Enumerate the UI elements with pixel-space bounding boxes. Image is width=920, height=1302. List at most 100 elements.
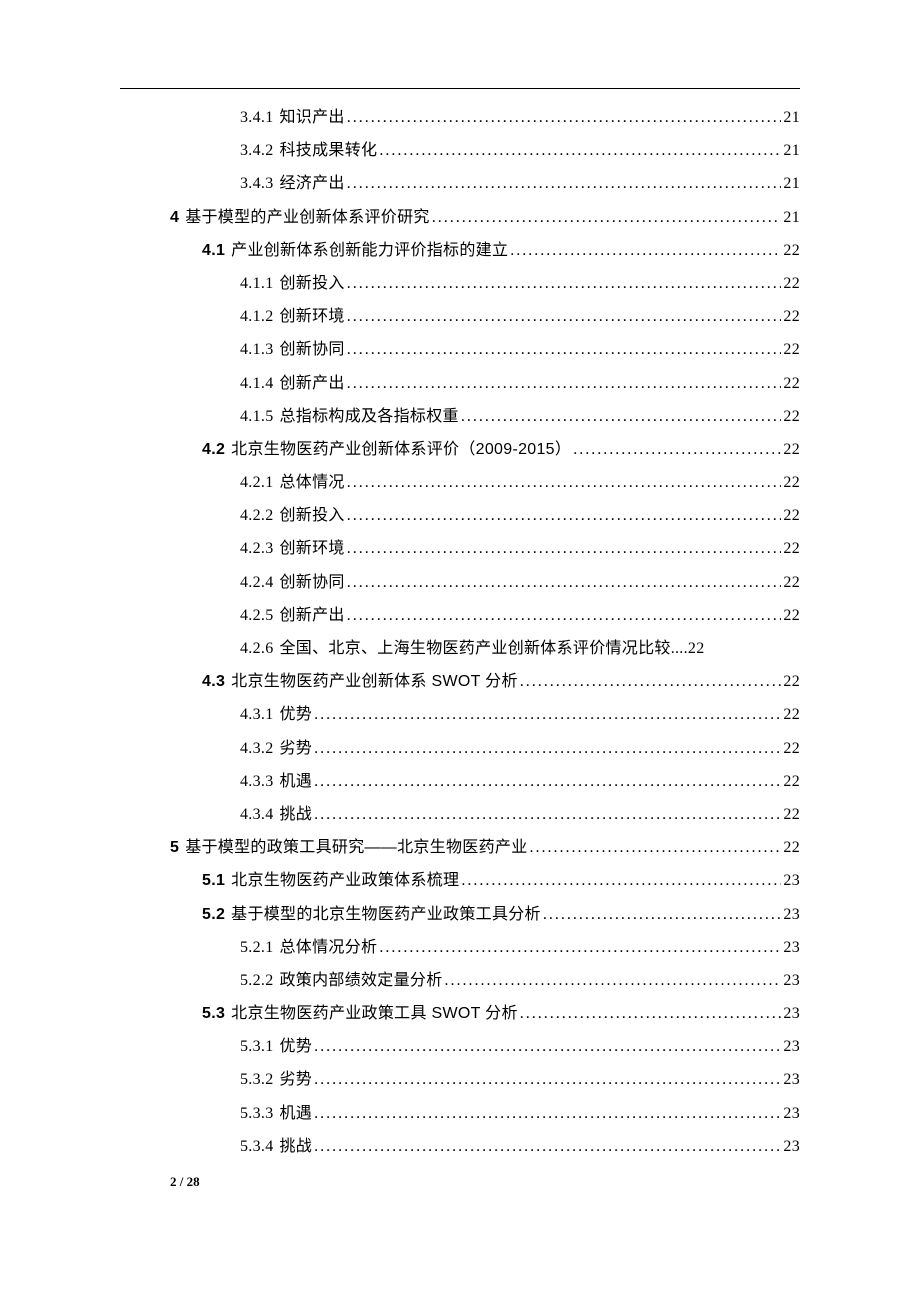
toc-entry[interactable]: 5.3 北京生物医药产业政策工具 SWOT 分析 23 <box>202 1006 800 1022</box>
toc-leader-dots <box>314 1039 781 1055</box>
toc-entry-title: 优势 <box>280 1039 313 1055</box>
toc-entry-title: 基于模型的产业创新体系评价研究 <box>185 210 430 226</box>
toc-leader-dots <box>314 807 781 823</box>
toc-entry-page: 22 <box>783 276 800 292</box>
toc-entry-page: 23 <box>783 1006 800 1022</box>
toc-entry-page: 21 <box>783 176 800 192</box>
toc-entry-title: 政策内部绩效定量分析 <box>280 973 443 989</box>
toc-entry[interactable]: 5.3.3机遇23 <box>240 1106 800 1122</box>
toc-entry-title: 北京生物医药产业创新体系 SWOT 分析 <box>231 674 518 690</box>
toc-entry-number: 3.4.3 <box>240 176 274 192</box>
toc-leader-dots <box>379 940 781 956</box>
toc-entry-number: 5.3 <box>202 1006 225 1022</box>
toc-entry[interactable]: 4.2.3创新环境22 <box>240 541 800 557</box>
toc-entry[interactable]: 4.2.5创新产出22 <box>240 608 800 624</box>
toc-entry[interactable]: 4.2.2 创新投入 22 <box>240 508 800 524</box>
toc-entry-number: 4.1.1 <box>240 276 274 292</box>
toc-entry-number: 4 <box>170 210 179 226</box>
toc-entry[interactable]: 4.2.6全国、北京、上海生物医药产业创新体系评价情况比较....22 <box>240 641 800 657</box>
toc-entry-title: 创新投入 <box>280 276 345 292</box>
toc-leader-dots <box>314 1106 781 1122</box>
toc-entry[interactable]: 4.3.1优势22 <box>240 707 800 723</box>
toc-entry-title: 创新协同 <box>280 342 345 358</box>
toc-entry[interactable]: 4.3北京生物医药产业创新体系 SWOT 分析22 <box>202 674 800 690</box>
toc-entry-page: 23 <box>783 1039 800 1055</box>
toc-entry-page: 22 <box>783 674 800 690</box>
toc-entry[interactable]: 4.1.3创新协同22 <box>240 342 800 358</box>
toc-entry-number: 4.1 <box>202 243 225 259</box>
toc-entry[interactable]: 4.1 产业创新体系创新能力评价指标的建立 22 <box>202 243 800 259</box>
toc-entry-title: 劣势 <box>280 741 313 757</box>
toc-entry[interactable]: 5.3.1 优势 23 <box>240 1039 800 1055</box>
toc-entry-number: 4.3.2 <box>240 741 274 757</box>
toc-entry-page: 22 <box>783 243 800 259</box>
toc-leader-dots <box>347 376 782 392</box>
toc-leader-dots <box>314 741 781 757</box>
toc-leader-dots <box>347 508 782 524</box>
toc-entry-number: 4.1.2 <box>240 309 274 325</box>
toc-leader-dots <box>347 110 782 126</box>
toc-entry[interactable]: 4.1.2创新环境22 <box>240 309 800 325</box>
toc-entry-number: 4.2.2 <box>240 508 274 524</box>
toc-entry[interactable]: 4.2.4创新协同22 <box>240 575 800 591</box>
toc-entry-number: 4.3.4 <box>240 807 274 823</box>
toc-entry-number: 4.1.3 <box>240 342 274 358</box>
toc-entry-page: 22 <box>783 442 800 458</box>
toc-entry-page: 23 <box>783 1106 800 1122</box>
toc-entry-page: 22 <box>783 707 800 723</box>
toc-entry-page: 23 <box>783 907 800 923</box>
toc-entry-title: 挑战 <box>280 807 313 823</box>
toc-entry[interactable]: 5基于模型的政策工具研究——北京生物医药产业22 <box>170 840 800 856</box>
toc-entry-page: 22 <box>783 774 800 790</box>
toc-entry-title: 机遇 <box>280 1106 313 1122</box>
toc-leader-dots <box>314 1072 781 1088</box>
toc-leader-short: .... <box>671 641 688 657</box>
toc-entry-title: 创新投入 <box>280 508 345 524</box>
toc-entry-number: 5.3.2 <box>240 1072 274 1088</box>
toc-entry[interactable]: 4.3.2劣势22 <box>240 741 800 757</box>
toc-entry[interactable]: 4.2北京生物医药产业创新体系评价（2009-2015）22 <box>202 442 800 458</box>
toc-entry-title: 北京生物医药产业创新体系评价（2009-2015） <box>231 442 571 458</box>
toc-entry-number: 3.4.2 <box>240 143 274 159</box>
toc-leader-dots <box>530 840 782 856</box>
toc-leader-dots <box>520 1006 782 1022</box>
toc-entry[interactable]: 4.3.3机遇22 <box>240 774 800 790</box>
toc-entry-title: 创新产出 <box>280 608 345 624</box>
toc-entry[interactable]: 3.4.2 科技成果转化 21 <box>240 143 800 159</box>
toc-entry[interactable]: 5.3.4挑战23 <box>240 1139 800 1155</box>
toc-entry-title: 基于模型的北京生物医药产业政策工具分析 <box>231 907 541 923</box>
toc-entry-page: 23 <box>783 873 800 889</box>
toc-entry-title: 优势 <box>280 707 313 723</box>
toc-leader-dots <box>347 608 782 624</box>
toc-entry-number: 5.3.1 <box>240 1039 274 1055</box>
toc-entry[interactable]: 3.4.3经济产出21 <box>240 176 800 192</box>
toc-entry-page: 22 <box>783 840 800 856</box>
toc-entry-title: 产业创新体系创新能力评价指标的建立 <box>231 243 508 259</box>
toc-entry-page: 22 <box>783 409 800 425</box>
toc-entry[interactable]: 4.3.4挑战22 <box>240 807 800 823</box>
toc-leader-dots <box>510 243 781 259</box>
toc-entry-number: 5.2.1 <box>240 940 274 956</box>
toc-entry-page: 22 <box>783 508 800 524</box>
toc-leader-dots <box>520 674 782 690</box>
toc-entry[interactable]: 4.2.1总体情况22 <box>240 475 800 491</box>
toc-entry-title: 创新产出 <box>280 376 345 392</box>
toc-entry[interactable]: 4.1.1 创新投入 22 <box>240 276 800 292</box>
toc-entry[interactable]: 3.4.1知识产出21 <box>240 110 800 126</box>
toc-entry[interactable]: 4.1.5总指标构成及各指标权重22 <box>240 409 800 425</box>
toc-entry[interactable]: 5.2.2政策内部绩效定量分析23 <box>240 973 800 989</box>
toc-entry[interactable]: 5.3.2劣势23 <box>240 1072 800 1088</box>
toc-entry-number: 5.2 <box>202 907 225 923</box>
toc-entry[interactable]: 5.2 基于模型的北京生物医药产业政策工具分析 23 <box>202 907 800 923</box>
toc-leader-dots <box>432 210 782 226</box>
toc-entry[interactable]: 5.1北京生物医药产业政策体系梳理23 <box>202 873 800 889</box>
toc-leader-dots <box>347 309 782 325</box>
toc-entry[interactable]: 4基于模型的产业创新体系评价研究21 <box>170 210 800 226</box>
toc-entry-title: 总指标构成及各指标权重 <box>280 409 459 425</box>
toc-entry-page: 21 <box>783 143 800 159</box>
toc-entry[interactable]: 5.2.1总体情况分析23 <box>240 940 800 956</box>
toc-entry-page: 22 <box>783 309 800 325</box>
toc-entry-title: 科技成果转化 <box>280 143 378 159</box>
toc-entry[interactable]: 4.1.4创新产出22 <box>240 376 800 392</box>
toc-entry-title: 北京生物医药产业政策工具 SWOT 分析 <box>231 1006 518 1022</box>
